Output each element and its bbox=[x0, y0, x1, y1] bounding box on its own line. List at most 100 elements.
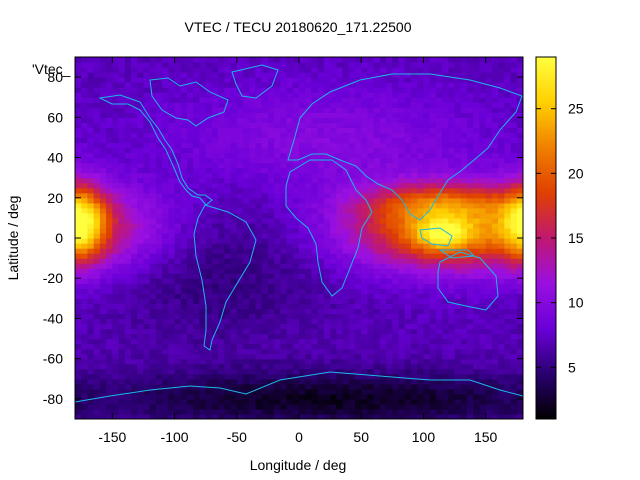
heatmap-cell bbox=[162, 92, 169, 98]
heatmap-cell bbox=[398, 207, 406, 214]
heatmap-cell bbox=[193, 72, 201, 78]
heatmap-cell bbox=[81, 132, 89, 139]
heatmap-cell bbox=[236, 197, 244, 204]
heatmap-cell bbox=[361, 77, 369, 83]
heatmap-cell bbox=[292, 393, 300, 400]
heatmap-cell bbox=[485, 107, 493, 113]
heatmap-cell bbox=[280, 92, 288, 98]
heatmap-cell bbox=[423, 348, 431, 355]
heatmap-cell bbox=[137, 67, 145, 73]
heatmap-cell bbox=[243, 263, 250, 269]
heatmap-cell bbox=[479, 127, 487, 134]
heatmap-cell bbox=[379, 122, 387, 128]
heatmap-cell bbox=[311, 92, 319, 98]
heatmap-cell bbox=[336, 238, 344, 244]
heatmap-cell bbox=[330, 87, 337, 93]
heatmap-cell bbox=[355, 117, 362, 123]
heatmap-cell bbox=[516, 413, 523, 419]
heatmap-cell bbox=[137, 378, 145, 385]
heatmap-cell bbox=[162, 268, 169, 274]
heatmap-cell bbox=[392, 222, 400, 229]
heatmap-cell bbox=[112, 227, 120, 234]
heatmap-cell bbox=[398, 72, 406, 78]
heatmap-cell bbox=[323, 192, 331, 199]
heatmap-cell bbox=[187, 162, 194, 169]
heatmap-cell bbox=[448, 358, 456, 365]
heatmap-cell bbox=[299, 107, 306, 113]
heatmap-cell bbox=[342, 227, 350, 234]
heatmap-cell bbox=[193, 398, 201, 405]
heatmap-cell bbox=[299, 283, 306, 289]
heatmap-cell bbox=[498, 92, 505, 98]
heatmap-cell bbox=[485, 222, 493, 229]
heatmap-cell bbox=[211, 197, 219, 204]
heatmap-cell bbox=[367, 278, 375, 284]
heatmap-cell bbox=[367, 202, 375, 209]
heatmap-cell bbox=[473, 303, 481, 309]
heatmap-cell bbox=[124, 263, 132, 269]
heatmap-cell bbox=[274, 263, 281, 269]
heatmap-cell bbox=[187, 172, 194, 179]
heatmap-cell bbox=[243, 408, 250, 415]
heatmap-cell bbox=[516, 383, 523, 390]
heatmap-cell bbox=[267, 328, 275, 335]
heatmap-cell bbox=[386, 303, 393, 309]
heatmap-cell bbox=[199, 87, 207, 93]
heatmap-cell bbox=[106, 358, 113, 365]
heatmap-cell bbox=[93, 273, 101, 279]
heatmap-cell bbox=[292, 348, 300, 355]
heatmap-cell bbox=[516, 167, 523, 174]
heatmap-cell bbox=[491, 132, 499, 139]
heatmap-cell bbox=[180, 122, 188, 128]
heatmap-cell bbox=[137, 283, 145, 289]
heatmap-cell bbox=[355, 288, 362, 294]
heatmap-cell bbox=[143, 328, 151, 335]
heatmap-cell bbox=[162, 288, 169, 294]
heatmap-cell bbox=[224, 353, 232, 360]
heatmap-cell bbox=[398, 77, 406, 83]
heatmap-cell bbox=[305, 388, 313, 395]
heatmap-cell bbox=[311, 222, 319, 229]
heatmap-cell bbox=[174, 248, 182, 254]
heatmap-cell bbox=[149, 172, 157, 179]
heatmap-cell bbox=[404, 248, 412, 254]
heatmap-cell bbox=[342, 202, 350, 209]
heatmap-cell bbox=[199, 182, 207, 189]
heatmap-cell bbox=[330, 197, 337, 204]
heatmap-cell bbox=[292, 333, 300, 340]
heatmap-cell bbox=[93, 248, 101, 254]
heatmap-cell bbox=[299, 288, 306, 294]
heatmap-cell bbox=[386, 122, 393, 128]
heatmap-cell bbox=[106, 127, 113, 134]
heatmap-cell bbox=[510, 318, 518, 325]
heatmap-cell bbox=[373, 202, 381, 209]
heatmap-cell bbox=[199, 152, 207, 159]
heatmap-cell bbox=[180, 182, 188, 189]
heatmap-cell bbox=[411, 222, 418, 229]
heatmap-cell bbox=[180, 167, 188, 174]
heatmap-cell bbox=[417, 77, 425, 83]
heatmap-cell bbox=[373, 102, 381, 108]
heatmap-cell bbox=[280, 167, 288, 174]
heatmap-cell bbox=[417, 222, 425, 229]
heatmap-cell bbox=[411, 177, 418, 184]
heatmap-cell bbox=[336, 403, 344, 410]
heatmap-cell bbox=[236, 298, 244, 304]
heatmap-cell bbox=[404, 388, 412, 395]
heatmap-cell bbox=[467, 368, 474, 375]
heatmap-cell bbox=[448, 268, 456, 274]
heatmap-cell bbox=[137, 343, 145, 350]
heatmap-cell bbox=[392, 253, 400, 259]
heatmap-cell bbox=[417, 207, 425, 214]
heatmap-cell bbox=[168, 288, 176, 294]
heatmap-cell bbox=[429, 388, 437, 395]
heatmap-cell bbox=[398, 107, 406, 113]
heatmap-cell bbox=[218, 388, 225, 395]
heatmap-cell bbox=[460, 182, 468, 189]
heatmap-cell bbox=[355, 227, 362, 234]
heatmap-cell bbox=[442, 77, 449, 83]
heatmap-cell bbox=[454, 72, 462, 78]
heatmap-cell bbox=[299, 298, 306, 304]
heatmap-cell bbox=[137, 232, 145, 239]
heatmap-cell bbox=[435, 97, 443, 103]
